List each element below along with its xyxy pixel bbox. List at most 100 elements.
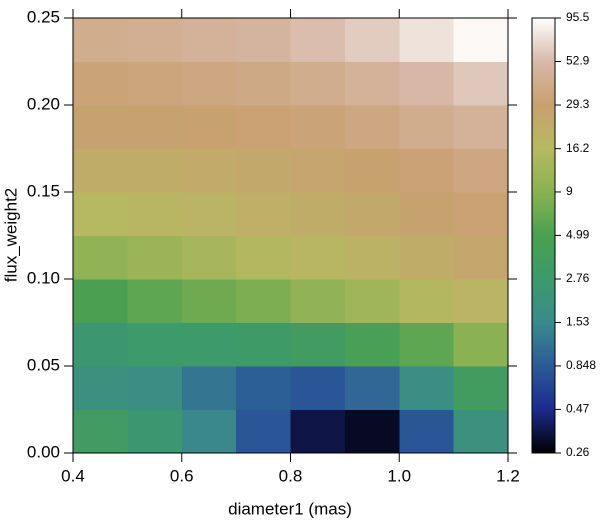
- colorbar-tick-label: 1.53: [566, 315, 590, 329]
- heat-cell: [127, 105, 183, 149]
- x-tick-label: 1.2: [496, 466, 520, 485]
- heat-cell: [453, 18, 508, 62]
- heat-cell: [181, 409, 237, 453]
- heat-cell: [181, 279, 237, 323]
- heat-cell: [181, 366, 237, 410]
- heat-cell: [453, 409, 508, 453]
- heat-cell: [453, 235, 508, 280]
- colorbar-tick-label: 4.99: [566, 228, 590, 242]
- heat-cell: [73, 366, 128, 410]
- heat-cell: [181, 192, 237, 236]
- heat-cell: [399, 366, 455, 410]
- colorbar-tick-label: 0.26: [566, 445, 590, 459]
- heat-cell: [453, 322, 508, 367]
- heat-cell: [73, 148, 128, 193]
- heat-cell: [290, 322, 346, 367]
- heat-cell: [290, 279, 346, 323]
- heat-cell: [399, 192, 455, 236]
- heat-cell: [73, 409, 128, 453]
- heat-cell: [73, 235, 128, 280]
- heat-cell: [290, 18, 346, 62]
- heat-cell: [344, 148, 400, 193]
- heat-cell: [236, 148, 291, 193]
- heat-cell: [181, 235, 237, 280]
- heat-cell: [290, 105, 346, 149]
- heat-cell: [399, 148, 455, 193]
- y-tick-label: 0.05: [27, 355, 60, 374]
- heat-cell: [453, 366, 508, 410]
- colorbar-tick-label: 52.9: [566, 54, 590, 68]
- x-tick-label: 0.6: [170, 466, 194, 485]
- heat-cell: [127, 18, 183, 62]
- heat-cell: [236, 235, 291, 280]
- heat-cell: [399, 18, 455, 62]
- heat-cell: [73, 192, 128, 236]
- y-tick-label: 0.25: [27, 7, 60, 26]
- heat-cell: [344, 192, 400, 236]
- heat-cell: [236, 61, 291, 106]
- heat-cell: [399, 105, 455, 149]
- x-tick-label: 1.0: [387, 466, 411, 485]
- heat-cell: [181, 61, 237, 106]
- heat-cell: [453, 192, 508, 236]
- heat-cell: [127, 322, 183, 367]
- x-axis-label: diameter1 (mas): [228, 499, 352, 518]
- x-tick-label: 0.8: [279, 466, 303, 485]
- colorbar: [531, 17, 556, 454]
- heat-cell: [453, 61, 508, 106]
- heat-cell: [290, 366, 346, 410]
- heat-cell: [181, 322, 237, 367]
- heat-cell: [236, 279, 291, 323]
- heat-cell: [73, 18, 128, 62]
- heat-cell: [290, 148, 346, 193]
- colorbar-tick-label: 16.2: [566, 141, 590, 155]
- heat-cell: [344, 61, 400, 106]
- heat-cell: [73, 61, 128, 106]
- heat-cell: [453, 148, 508, 193]
- heat-cell: [127, 279, 183, 323]
- heat-cell: [344, 18, 400, 62]
- colorbar-tick-label: 0.848: [566, 358, 596, 372]
- heat-cell: [127, 235, 183, 280]
- heat-cell: [73, 279, 128, 323]
- heat-cell: [344, 235, 400, 280]
- heat-cell: [344, 322, 400, 367]
- heat-cell: [399, 322, 455, 367]
- y-tick-label: 0.10: [27, 268, 60, 287]
- colorbar-tick-label: 29.3: [566, 97, 590, 111]
- heat-cell: [399, 61, 455, 106]
- colorbar-tick-label: 2.76: [566, 271, 590, 285]
- heat-cell: [181, 105, 237, 149]
- heat-cell: [236, 322, 291, 367]
- heat-cell: [453, 279, 508, 323]
- heat-cell: [236, 18, 291, 62]
- y-tick-label: 0.15: [27, 181, 60, 200]
- y-axis-label: flux_weight2: [1, 188, 20, 283]
- heat-cell: [290, 61, 346, 106]
- colorbar-tick-label: 9: [566, 184, 573, 198]
- heat-cell: [290, 192, 346, 236]
- heat-cell: [399, 409, 455, 453]
- heat-cell: [127, 366, 183, 410]
- x-tick-label: 0.4: [61, 466, 85, 485]
- heat-cell: [290, 235, 346, 280]
- heat-cell: [453, 105, 508, 149]
- heat-cell: [344, 105, 400, 149]
- heat-cell: [127, 148, 183, 193]
- heat-cell: [181, 148, 237, 193]
- heat-cell: [127, 61, 183, 106]
- heat-cell: [236, 192, 291, 236]
- heat-cell: [290, 409, 346, 453]
- y-tick-label: 0.00: [27, 442, 60, 461]
- heat-cell: [344, 409, 400, 453]
- heat-cell: [127, 409, 183, 453]
- heat-cell: [73, 322, 128, 367]
- heat-cell: [127, 192, 183, 236]
- heat-cell: [399, 235, 455, 280]
- heat-cell: [344, 366, 400, 410]
- heat-cell: [73, 105, 128, 149]
- heat-cell: [236, 105, 291, 149]
- heat-cell: [399, 279, 455, 323]
- heat-cell: [181, 18, 237, 62]
